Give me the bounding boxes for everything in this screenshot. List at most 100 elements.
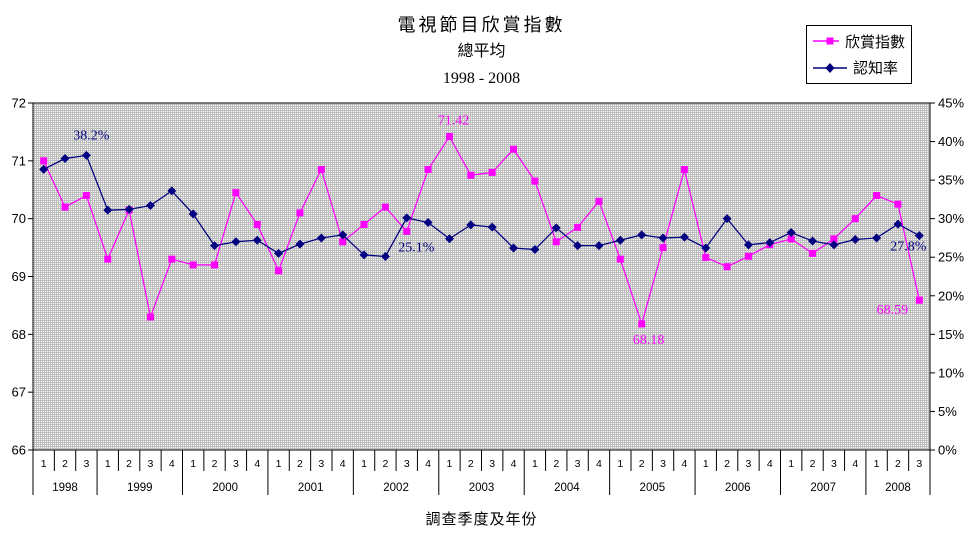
left-axis-tick-label: 69 xyxy=(12,269,26,284)
quarter-label: 1 xyxy=(447,458,453,470)
awareness-point-marker xyxy=(274,248,284,258)
awareness-point-marker xyxy=(808,236,818,246)
appreciation-point-marker xyxy=(851,215,859,223)
legend-item-awareness-rate: 認知率 xyxy=(813,57,905,78)
awareness-point-marker xyxy=(145,201,155,211)
quarter-label: 4 xyxy=(852,458,858,470)
appreciation-point-marker xyxy=(360,220,368,228)
appreciation-point-marker xyxy=(61,203,69,211)
quarter-label: 4 xyxy=(169,458,175,470)
year-label: 2005 xyxy=(640,482,666,494)
awareness-point-marker xyxy=(423,218,433,228)
right-axis-tick-label: 40% xyxy=(938,134,964,149)
quarter-label: 2 xyxy=(212,458,218,470)
right-axis-tick-label: 30% xyxy=(938,211,964,226)
awareness-point-marker xyxy=(338,230,348,240)
quarter-label: 3 xyxy=(404,458,410,470)
appreciation-index-line xyxy=(43,135,920,327)
awareness-point-marker xyxy=(359,250,369,260)
awareness-point-marker xyxy=(615,235,625,245)
quarter-label: 2 xyxy=(382,458,388,470)
right-axis-tick-label: 0% xyxy=(938,443,957,458)
data-label-annotation: 68.59 xyxy=(877,303,909,318)
quarter-label: 1 xyxy=(874,458,880,470)
chart-title-main: 電視節目欣賞指數 xyxy=(397,15,566,35)
appreciation-point-marker xyxy=(894,200,902,208)
awareness-point-marker xyxy=(893,219,903,229)
legend: 欣賞指數 認知率 xyxy=(806,25,912,84)
awareness-point-marker xyxy=(743,240,753,250)
awareness-point-marker xyxy=(850,234,860,244)
year-label: 2007 xyxy=(810,482,836,494)
legend-label-appreciation: 欣賞指數 xyxy=(844,34,905,51)
legend-label-awareness: 認知率 xyxy=(853,61,899,78)
quarter-label: 1 xyxy=(276,458,282,470)
appreciation-point-marker xyxy=(809,249,817,257)
quarter-label: 2 xyxy=(126,458,132,470)
appreciation-point-marker xyxy=(595,197,603,205)
quarter-label: 2 xyxy=(468,458,474,470)
appreciation-point-marker xyxy=(552,238,560,246)
appreciation-point-marker xyxy=(253,220,261,228)
quarter-label: 3 xyxy=(318,458,324,470)
chart-title-sub: 總平均 xyxy=(457,43,506,60)
awareness-point-marker xyxy=(594,241,604,251)
quarter-label: 4 xyxy=(340,458,346,470)
awareness-point-marker xyxy=(551,223,561,233)
appreciation-point-marker xyxy=(317,166,325,174)
data-label-annotation: 25.1% xyxy=(398,240,435,255)
awareness-point-marker xyxy=(444,234,454,244)
appreciation-point-marker xyxy=(488,168,496,176)
appreciation-point-marker xyxy=(146,313,154,321)
quarter-label: 3 xyxy=(83,458,89,470)
appreciation-point-marker xyxy=(680,166,688,174)
appreciation-point-marker xyxy=(82,192,90,200)
awareness-point-marker xyxy=(530,245,540,255)
quarter-label: 1 xyxy=(361,458,367,470)
chart-title: 電視節目欣賞指數 總平均 1998 - 2008 xyxy=(33,12,930,92)
awareness-point-marker xyxy=(637,230,647,240)
year-label: 2000 xyxy=(212,482,238,494)
year-label: 2001 xyxy=(298,482,324,494)
awareness-point-marker xyxy=(679,232,689,242)
awareness-point-marker xyxy=(167,186,177,196)
quarter-label: 4 xyxy=(767,458,773,470)
right-axis-tick-label: 25% xyxy=(938,250,964,265)
right-axis-tick-label: 15% xyxy=(938,327,964,342)
appreciation-point-marker xyxy=(723,263,731,271)
awareness-series-swatch xyxy=(813,62,847,73)
year-label: 2004 xyxy=(554,482,580,494)
appreciation-point-marker xyxy=(915,296,923,304)
awareness-point-marker xyxy=(701,243,711,253)
quarter-label: 4 xyxy=(254,458,260,470)
appreciation-point-marker xyxy=(531,177,539,185)
appreciation-point-marker xyxy=(104,255,112,263)
quarter-label: 1 xyxy=(617,458,623,470)
awareness-point-marker xyxy=(786,228,796,238)
awareness-point-marker xyxy=(124,204,134,214)
quarter-label: 1 xyxy=(41,458,47,470)
quarter-label: 2 xyxy=(553,458,559,470)
year-label: 2008 xyxy=(885,482,911,494)
awareness-rate-line xyxy=(43,154,920,258)
appreciation-point-marker xyxy=(40,157,48,165)
x-axis-title: 調查季度及年份 xyxy=(425,512,538,528)
appreciation-point-marker xyxy=(830,235,838,243)
appreciation-point-marker xyxy=(232,189,240,197)
data-label-annotation: 38.2% xyxy=(73,128,110,143)
quarter-label: 1 xyxy=(105,458,111,470)
appreciation-point-marker xyxy=(424,166,432,174)
appreciation-point-marker xyxy=(659,244,667,252)
appreciation-point-marker xyxy=(275,267,283,275)
appreciation-point-marker xyxy=(638,320,646,328)
quarter-label: 2 xyxy=(895,458,901,470)
appreciation-point-marker xyxy=(616,255,624,263)
awareness-point-marker xyxy=(103,205,113,215)
awareness-point-marker xyxy=(722,214,732,224)
appreciation-point-marker xyxy=(403,227,411,235)
awareness-point-marker xyxy=(380,251,390,261)
square-marker-icon xyxy=(826,37,834,45)
right-axis-tick-label: 10% xyxy=(938,365,964,380)
appreciation-point-marker xyxy=(189,261,197,269)
awareness-point-marker xyxy=(573,241,583,251)
